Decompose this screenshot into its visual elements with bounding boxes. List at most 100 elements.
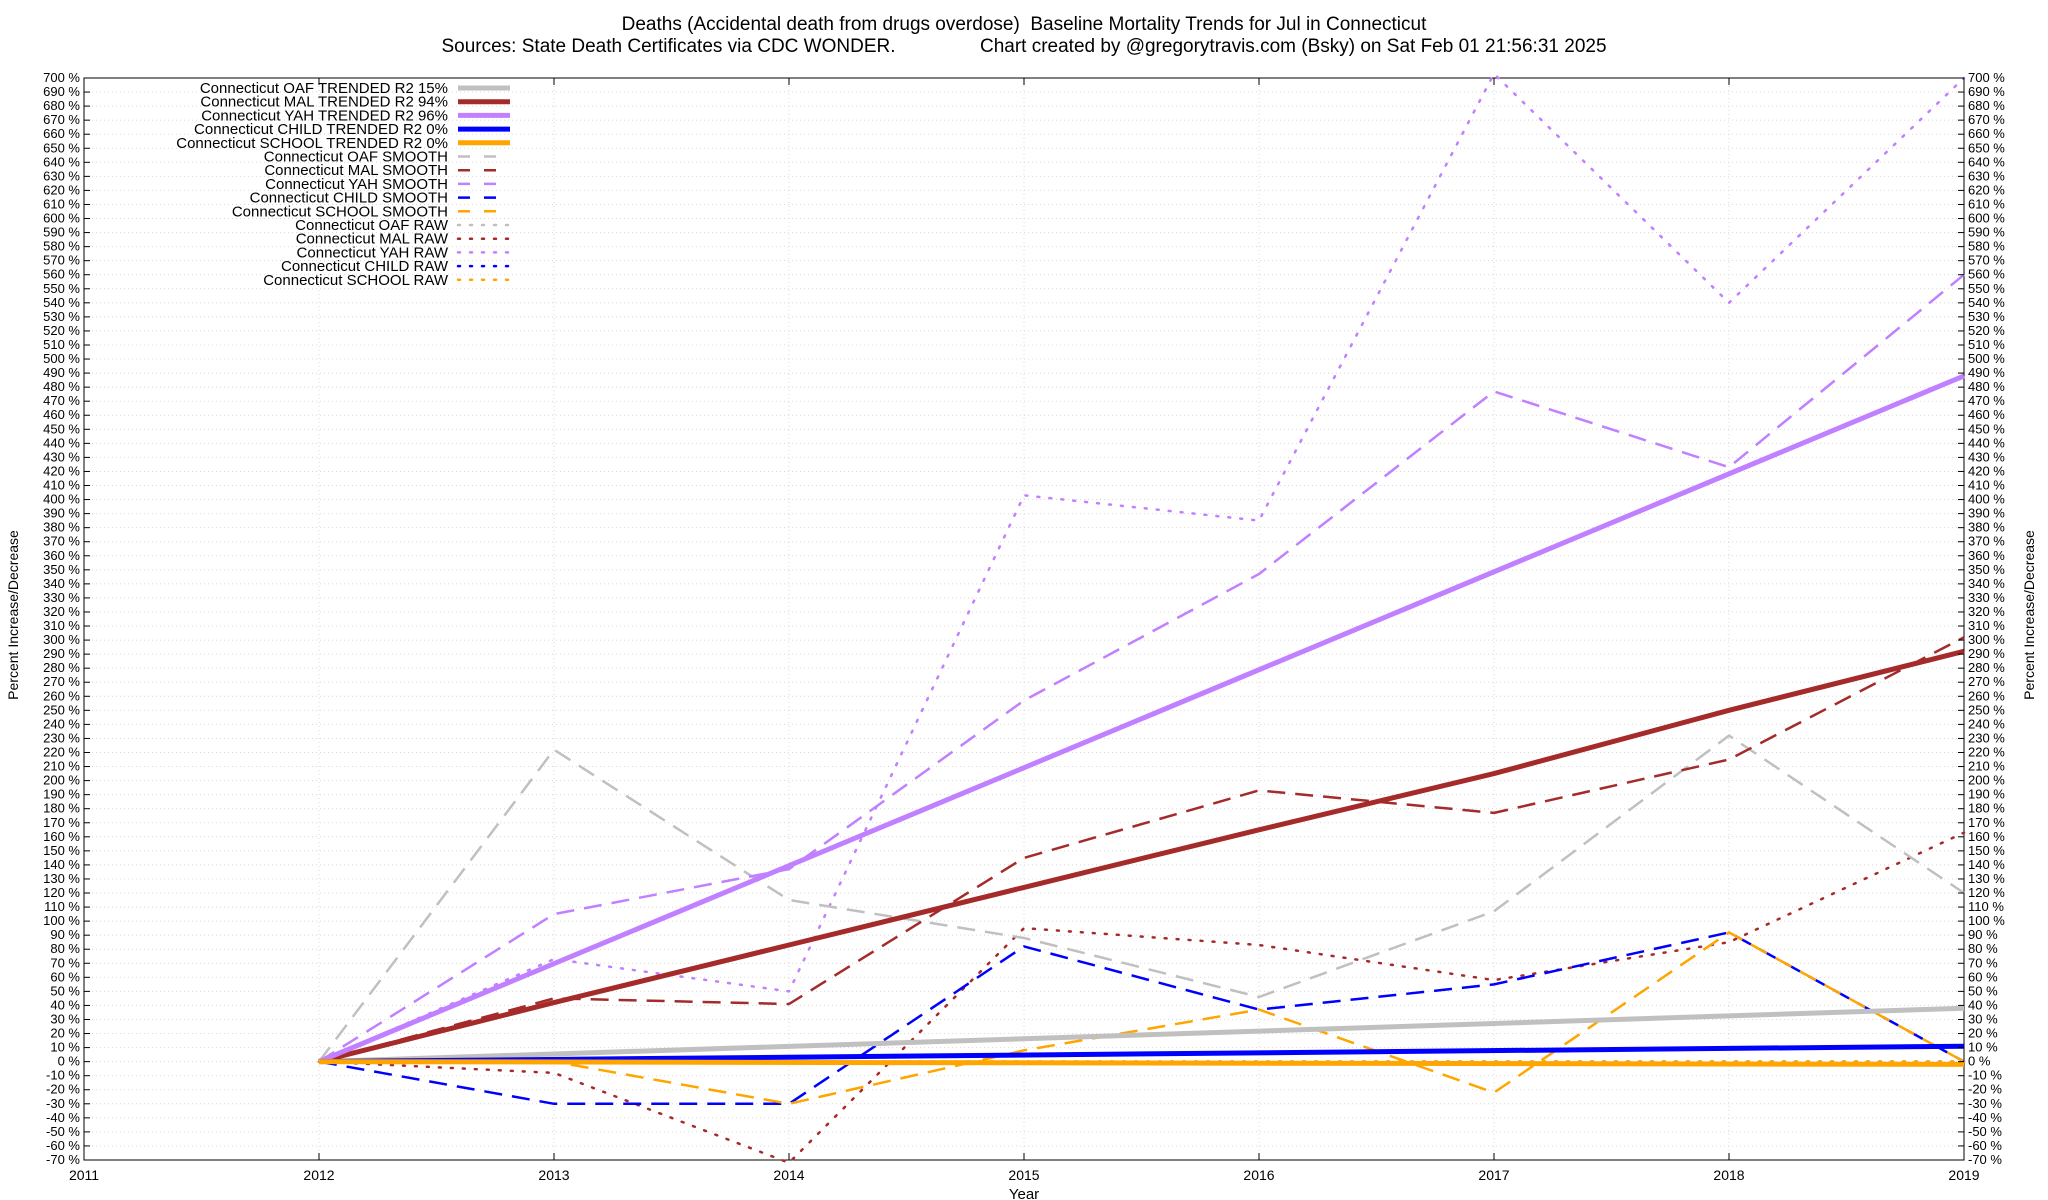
y-tick-label: 410 % [43, 478, 80, 493]
series-line-6 [318, 636, 1965, 1063]
y-tick-label-right: 90 % [1968, 927, 1998, 942]
y-tick-label: 680 % [43, 98, 80, 113]
y-tick-label: 270 % [43, 674, 80, 689]
y-tick-label-right: 570 % [1968, 253, 2005, 268]
y-tick-label: 450 % [43, 421, 80, 436]
y-tick-label: 420 % [43, 463, 80, 478]
y-tick-label: 240 % [43, 716, 80, 731]
y-tick-label: 110 % [44, 899, 80, 914]
y-tick-label-right: 270 % [1968, 674, 2005, 689]
y-tick-label: 550 % [43, 281, 80, 296]
y-tick-label-right: 300 % [1968, 632, 2005, 647]
y-tick-label: 100 % [43, 913, 80, 928]
y-tick-label: 280 % [43, 660, 80, 675]
y-tick-label-right: 490 % [1968, 365, 2005, 380]
y-tick-label-right: -40 % [1968, 1110, 2002, 1125]
y-tick-label-right: 170 % [1968, 815, 2005, 830]
y-tick-label-right: 250 % [1968, 702, 2005, 717]
legend-label: Connecticut CHILD TRENDED R2 0% [194, 121, 448, 138]
y-tick-label: 350 % [43, 562, 80, 577]
y-tick-label-right: 630 % [1968, 168, 2005, 183]
y-tick-label: 670 % [43, 112, 80, 127]
y-tick-label: 440 % [43, 435, 80, 450]
y-axis-label-right: Percent Increase/Decrease [2021, 530, 2037, 700]
y-tick-label-right: 310 % [1968, 618, 2005, 633]
y-tick-label-right: 380 % [1968, 520, 2005, 535]
y-tick-label: 560 % [43, 267, 80, 282]
y-tick-label: 540 % [43, 295, 80, 310]
x-tick-label: 2016 [1243, 1167, 1274, 1183]
y-tick-label-right: 470 % [1968, 393, 2005, 408]
series-line-4 [318, 1059, 1965, 1067]
series-line-2 [318, 373, 1965, 1064]
y-tick-label: 40 % [50, 997, 80, 1012]
y-tick-label-right: 240 % [1968, 716, 2005, 731]
y-tick-label: 250 % [43, 702, 80, 717]
y-tick-label: 120 % [43, 885, 80, 900]
y-tick-label-right: 390 % [1968, 506, 2005, 521]
y-tick-label: 90 % [50, 927, 80, 942]
y-tick-label-right: 590 % [1968, 225, 2005, 240]
y-tick-label: 590 % [43, 225, 80, 240]
x-axis-label: Year [1009, 1186, 1039, 1200]
series-line-3 [318, 1043, 1965, 1065]
y-tick-label: 20 % [50, 1026, 80, 1041]
legend-label: Connecticut YAH RAW [297, 244, 449, 261]
y-tick-label-right: -60 % [1968, 1138, 2002, 1153]
legend-label: Connecticut CHILD RAW [281, 258, 449, 275]
y-tick-label-right: 440 % [1968, 435, 2005, 450]
y-tick-label-right: 20 % [1968, 1026, 1998, 1041]
y-tick-label-right: 430 % [1968, 449, 2005, 464]
chart-subtitle: Sources: State Death Certificates via CD… [441, 36, 1607, 57]
series-line-0 [318, 1005, 1965, 1065]
y-tick-label: 460 % [43, 407, 80, 422]
legend-label: Connecticut SCHOOL SMOOTH [232, 203, 448, 220]
y-tick-label: -40 % [46, 1110, 80, 1125]
y-tick-label: 50 % [50, 983, 80, 998]
legend-label: Connecticut MAL SMOOTH [264, 162, 448, 179]
y-tick-label-right: 600 % [1968, 211, 2005, 226]
x-tick-label: 2014 [773, 1167, 804, 1183]
y-tick-label: -60 % [46, 1138, 80, 1153]
y-tick-label-right: 70 % [1968, 955, 1998, 970]
legend-label: Connecticut OAF RAW [295, 217, 449, 234]
series-line-1 [318, 648, 1965, 1065]
y-tick-label-right: 220 % [1968, 744, 2005, 759]
y-tick-label-right: 610 % [1968, 196, 2005, 211]
y-tick-label: 380 % [43, 520, 80, 535]
y-tick-label-right: 130 % [1968, 871, 2005, 886]
y-tick-label-right: 660 % [1968, 126, 2005, 141]
legend-label: Connecticut SCHOOL TRENDED R2 0% [176, 135, 448, 152]
legend: Connecticut OAF TRENDED R2 15%Connecticu… [176, 80, 512, 289]
y-tick-label: 650 % [43, 140, 80, 155]
y-tick-label: 10 % [50, 1040, 80, 1055]
y-tick-label-right: 330 % [1968, 590, 2005, 605]
y-tick-label-right: 420 % [1968, 463, 2005, 478]
y-tick-label: 470 % [43, 393, 80, 408]
y-tick-label: 400 % [43, 492, 80, 507]
y-tick-label: 630 % [43, 168, 80, 183]
y-tick-label-right: 500 % [1968, 351, 2005, 366]
y-tick-label-right: 480 % [1968, 379, 2005, 394]
legend-label: Connecticut OAF SMOOTH [264, 149, 448, 166]
x-tick-label: 2019 [1948, 1167, 1979, 1183]
y-tick-label-right: 150 % [1968, 843, 2005, 858]
y-tick-label-right: 200 % [1968, 773, 2005, 788]
y-tick-label: 220 % [43, 744, 80, 759]
y-tick-label: 160 % [43, 829, 80, 844]
y-tick-label: 260 % [43, 688, 80, 703]
y-tick-label: 190 % [43, 787, 80, 802]
y-tick-label: 290 % [43, 646, 80, 661]
y-tick-label-right: 260 % [1968, 688, 2005, 703]
y-tick-label-right: 370 % [1968, 534, 2005, 549]
series-line-12 [317, 72, 1966, 1063]
y-tick-label-right: 620 % [1968, 182, 2005, 197]
y-tick-label-right: 510 % [1968, 337, 2005, 352]
y-tick-label-right: 110 % [1968, 899, 2004, 914]
y-tick-label: 610 % [43, 196, 80, 211]
y-tick-label-right: 540 % [1968, 295, 2005, 310]
y-tick-label: 390 % [43, 506, 80, 521]
y-tick-label-right: 700 % [1968, 70, 2005, 85]
y-tick-label-right: 30 % [1968, 1011, 1998, 1026]
y-tick-label-right: 460 % [1968, 407, 2005, 422]
